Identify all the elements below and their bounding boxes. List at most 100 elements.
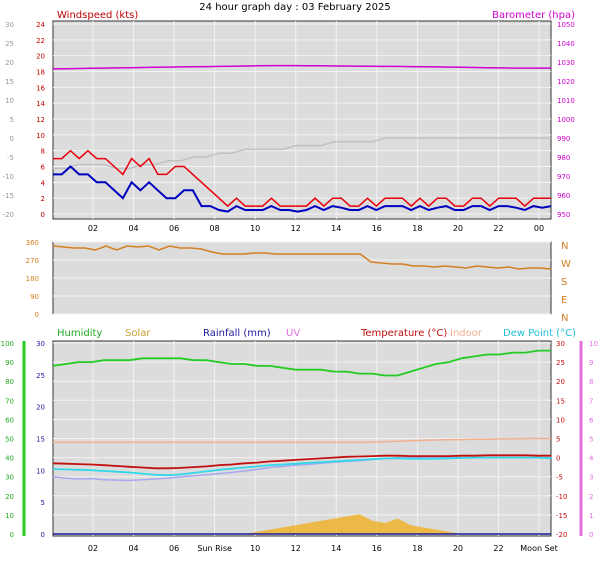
dir-compass-label: N bbox=[561, 313, 568, 324]
uv-tick-label: 4 bbox=[589, 455, 594, 463]
wind-tick-label: 0 bbox=[41, 211, 45, 219]
dir-compass-label: N bbox=[561, 241, 568, 252]
temp-tick-label: 15 bbox=[556, 397, 565, 405]
humidity-tick-label: 70 bbox=[5, 397, 14, 405]
wind-line bbox=[53, 149, 551, 208]
temp-tick-label: -10 bbox=[556, 493, 567, 501]
baro-axis-label: Barometer (hpa) bbox=[492, 10, 575, 21]
weather-x-tick: 14 bbox=[331, 544, 341, 553]
wind-x-tick: 16 bbox=[372, 224, 382, 233]
wind-avg-line bbox=[53, 165, 552, 213]
humidity-tick-label: 30 bbox=[5, 474, 14, 482]
humidity-tick-label: 0 bbox=[10, 531, 14, 539]
humidity-tick-label: 40 bbox=[5, 455, 14, 463]
weather-x-tick: 02 bbox=[88, 544, 98, 553]
wind-x-tick: 18 bbox=[412, 224, 422, 233]
temp-tick-label: 20 bbox=[556, 378, 565, 386]
dir-tick-label: 90 bbox=[30, 293, 39, 301]
gust-tick-label: 5 bbox=[10, 116, 14, 124]
temp-tick-label: 5 bbox=[556, 436, 560, 444]
wind-tick-label: 4 bbox=[41, 179, 46, 187]
wind-tick-label: 24 bbox=[36, 21, 45, 29]
gust-tick-label: -15 bbox=[3, 192, 14, 200]
weather-x-tick: 18 bbox=[412, 544, 422, 553]
humidity-tick-label: 50 bbox=[5, 436, 14, 444]
wind-x-tick: 00 bbox=[534, 224, 544, 233]
baro-tick-label: 950 bbox=[557, 211, 570, 219]
wind-tick-label: 18 bbox=[36, 69, 45, 77]
rain-tick-label: 30 bbox=[36, 340, 45, 348]
gust-line bbox=[53, 137, 551, 170]
rain-tick-label: 0 bbox=[41, 531, 45, 539]
baro-tick-label: 1040 bbox=[557, 40, 575, 48]
gust-tick-label: 10 bbox=[5, 97, 14, 105]
dir-tick-label: 270 bbox=[26, 257, 39, 265]
baro-tick-label: 1030 bbox=[557, 59, 575, 67]
dir-compass-label: W bbox=[561, 259, 571, 270]
temp-tick-label: 0 bbox=[556, 455, 560, 463]
baro-tick-label: 990 bbox=[557, 135, 570, 143]
weather-x-tick: 20 bbox=[453, 544, 463, 553]
temp-tick-label: -15 bbox=[556, 512, 567, 520]
gust-tick-label: 25 bbox=[5, 40, 14, 48]
humidity-line bbox=[52, 349, 551, 377]
legend-humidity: Humidity bbox=[57, 328, 102, 339]
rain-tick-label: 15 bbox=[36, 436, 45, 444]
baro-tick-label: 1010 bbox=[557, 97, 575, 105]
wind-x-tick: 20 bbox=[453, 224, 463, 233]
dir-compass-label: S bbox=[561, 277, 567, 288]
wind-tick-label: 20 bbox=[36, 53, 45, 61]
weather-x-tick: 12 bbox=[291, 544, 301, 553]
legend-temperature: Temperature (°C) bbox=[360, 328, 447, 339]
legend-solar: Solar bbox=[125, 328, 151, 339]
uv-tick-label: 5 bbox=[589, 436, 593, 444]
humidity-tick-label: 90 bbox=[5, 359, 14, 367]
wind-tick-label: 10 bbox=[36, 132, 45, 140]
uv-tick-label: 0 bbox=[589, 531, 593, 539]
temp-tick-label: 25 bbox=[556, 359, 565, 367]
dir-tick-label: 0 bbox=[35, 311, 39, 319]
humidity-tick-label: 60 bbox=[5, 416, 14, 424]
baro-tick-label: 970 bbox=[557, 173, 570, 181]
legend-dewpoint: Dew Point (°C) bbox=[503, 328, 576, 339]
wind-x-tick: 12 bbox=[291, 224, 301, 233]
weather-x-tick: Moon Set bbox=[520, 544, 557, 553]
baro-tick-label: 1020 bbox=[557, 78, 575, 86]
weather-x-tick: 04 bbox=[128, 544, 138, 553]
legend-uv: UV bbox=[286, 328, 300, 339]
wind-axis-label: Windspeed (kts) bbox=[57, 10, 138, 21]
temp-tick-label: 30 bbox=[556, 340, 565, 348]
baro-tick-label: 960 bbox=[557, 192, 570, 200]
weather-x-tick: Sun Rise bbox=[197, 544, 232, 553]
wind-x-tick: 14 bbox=[331, 224, 341, 233]
baro-line bbox=[53, 64, 551, 70]
direction-line bbox=[52, 245, 552, 270]
legend-indoor: Indoor bbox=[450, 328, 483, 339]
wind-x-tick: 22 bbox=[493, 224, 503, 233]
temperature-line bbox=[52, 454, 551, 470]
wind-tick-label: 8 bbox=[41, 148, 45, 156]
temp-tick-label: 10 bbox=[556, 416, 565, 424]
legend-rainfall: Rainfall (mm) bbox=[203, 328, 271, 339]
gust-tick-label: -10 bbox=[3, 173, 14, 181]
gust-tick-label: -5 bbox=[7, 154, 14, 162]
rain-tick-label: 5 bbox=[41, 499, 45, 507]
indoor-line bbox=[53, 437, 551, 444]
uv-tick-label: 10 bbox=[589, 340, 598, 348]
humidity-tick-label: 20 bbox=[5, 493, 14, 501]
temp-tick-label: -20 bbox=[556, 531, 567, 539]
wind-tick-label: 6 bbox=[41, 164, 46, 172]
weather-x-tick: 06 bbox=[169, 544, 179, 553]
uv-tick-label: 7 bbox=[589, 397, 593, 405]
dir-compass-label: E bbox=[561, 295, 567, 306]
chart-title: 24 hour graph day : 03 February 2025 bbox=[199, 2, 390, 13]
rain-tick-label: 20 bbox=[36, 404, 45, 412]
solar-area bbox=[53, 514, 551, 534]
humidity-tick-label: 100 bbox=[1, 340, 14, 348]
gust-tick-label: -20 bbox=[3, 211, 14, 219]
humidity-tick-label: 10 bbox=[5, 512, 14, 520]
uv-tick-label: 6 bbox=[589, 416, 594, 424]
wind-tick-label: 12 bbox=[36, 116, 45, 124]
wind-tick-label: 16 bbox=[36, 84, 45, 92]
